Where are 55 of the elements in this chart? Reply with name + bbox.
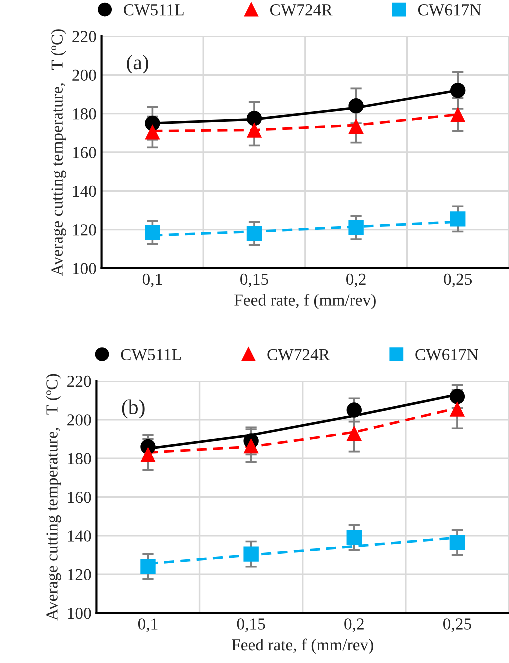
x-tick-label: 0,2 [344,618,364,632]
y-tick-label: 220 [72,31,96,42]
y-tick-label: 180 [73,108,96,120]
point [450,107,466,122]
x-tick-label: 0,15 [240,274,268,288]
y-tick-label: 100 [73,263,96,274]
y-tick-label: 160 [73,147,96,158]
point [348,98,364,114]
point [246,111,262,126]
y-tick-label: 120 [68,569,92,581]
point [346,530,362,546]
point [348,220,364,236]
x-tick-label: 0,15 [237,618,266,632]
point [346,426,362,442]
point [145,124,160,140]
legend-label: CW617N [416,349,478,361]
point [348,118,364,134]
y-tick-label: 200 [68,414,92,426]
x-tick-label: 0,1 [142,274,162,288]
point [244,546,259,562]
y-tick-label: 120 [73,224,96,236]
point [450,389,466,404]
y-axis-title: Average cutting temperature, T (ºC) [46,374,62,621]
legend-label: CW511L [121,349,182,361]
x-axis-title: Feed rate, f (mm/rev) [234,294,376,310]
point [346,402,362,418]
point [450,402,466,417]
point [450,535,466,550]
x-tick-label: 0,25 [444,274,472,288]
legend-label: CW724R [270,4,333,16]
legend-label: CW724R [268,349,330,361]
y-tick-label: 100 [68,608,92,620]
y-axis-title: Average cutting temperature, T (ºC) [51,30,66,276]
y-tick-label: 140 [68,530,92,542]
y-tick-label: 160 [68,492,92,504]
point [450,212,466,227]
legend-label: CW511L [124,4,184,16]
point [140,447,156,462]
annotation: (a) [127,55,148,74]
x-tick-label: 0,2 [346,274,366,288]
point [246,226,262,242]
point [246,122,262,138]
point [244,438,259,454]
x-axis-title: Feed rate, f (mm/rev) [232,638,374,654]
y-tick-label: 180 [68,453,92,465]
legend-label: CW617N [418,4,482,16]
point [140,559,156,574]
y-tick-label: 200 [72,70,96,82]
annotation: (b) [122,400,145,419]
y-tick-label: 140 [73,186,96,198]
x-tick-label: 0,1 [138,618,158,632]
point [450,83,466,98]
x-tick-label: 0,25 [444,618,472,632]
point [145,225,160,240]
y-tick-label: 220 [68,376,92,388]
